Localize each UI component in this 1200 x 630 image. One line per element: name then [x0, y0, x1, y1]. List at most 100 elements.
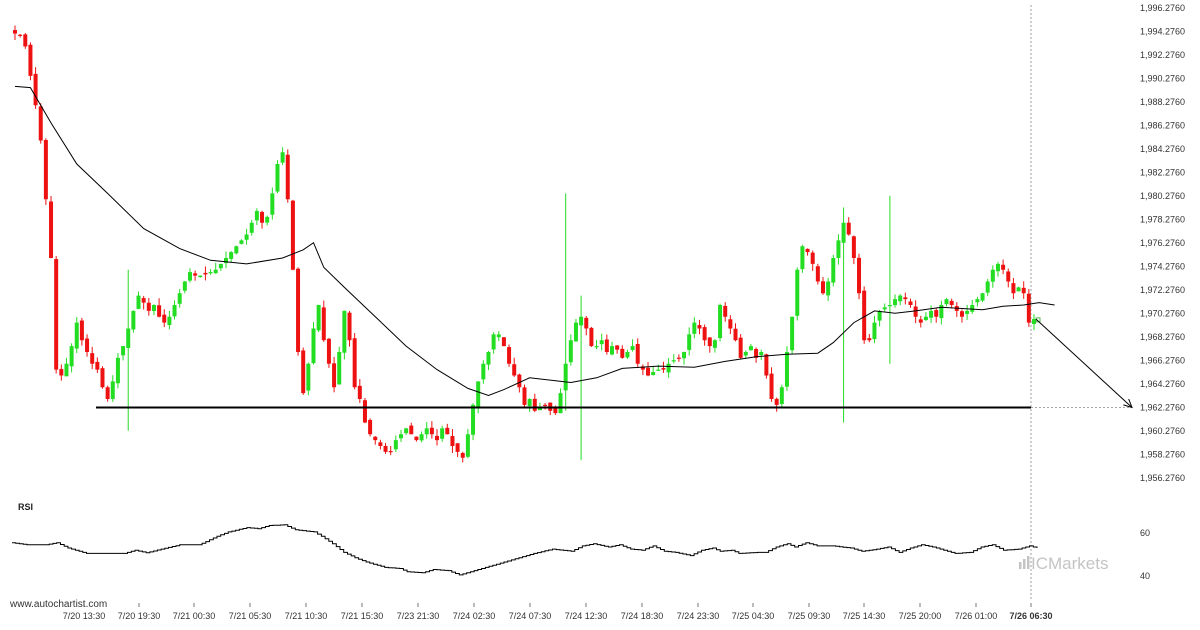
candle-body: [357, 385, 362, 399]
candle-body: [43, 139, 48, 200]
time-tick-label: 7/24 18:30: [621, 611, 664, 621]
candle-body: [213, 269, 218, 274]
brand-logo-bar: [1019, 562, 1022, 569]
candle-body: [820, 281, 825, 294]
candle-body: [424, 428, 429, 435]
watermark-text: www.autochartist.com: [9, 599, 107, 610]
candle-body: [517, 374, 522, 388]
candle-body: [939, 304, 944, 319]
price-tick-label: 1,956.2760: [1140, 473, 1185, 483]
candle-body: [748, 346, 753, 351]
candle-body: [74, 322, 79, 349]
candle-body: [609, 346, 614, 355]
time-tick-label: 7/25 20:00: [899, 611, 942, 621]
candle-body: [553, 408, 558, 414]
candle-body: [831, 257, 836, 283]
candle-body: [260, 211, 265, 223]
candle-body: [625, 351, 630, 358]
time-tick-label: 7/24 07:30: [509, 611, 552, 621]
candle-body: [815, 266, 820, 282]
candle-body: [980, 293, 985, 301]
candle-body: [568, 340, 573, 363]
candle-body: [151, 304, 156, 312]
price-tick-label: 1,996.2760: [1140, 3, 1185, 13]
candle-body: [893, 299, 898, 306]
candle-body: [136, 295, 141, 309]
candle-body: [944, 299, 949, 305]
candle-body: [573, 322, 578, 342]
candle-body: [49, 201, 54, 258]
candle-body: [79, 320, 84, 341]
candle-body: [115, 357, 120, 384]
candle-body: [728, 319, 733, 329]
candle-body: [162, 314, 167, 323]
candle-body: [23, 34, 28, 47]
candle-body: [373, 436, 378, 441]
time-tick-label: 7/25 09:30: [788, 611, 831, 621]
candle-body: [975, 299, 980, 303]
candle-body: [481, 363, 486, 380]
candle-body: [764, 354, 769, 376]
time-tick-label: 7/24 12:30: [565, 611, 608, 621]
candle-body: [105, 387, 110, 399]
candle-body: [620, 348, 625, 358]
price-tick-label: 1,960.2760: [1140, 426, 1185, 436]
candle-body: [836, 240, 841, 259]
candle-body: [13, 30, 17, 34]
candle-body: [265, 216, 270, 223]
candle-body: [774, 398, 779, 405]
rsi-label: RSI: [18, 502, 33, 512]
price-tick-label: 1,970.2760: [1140, 309, 1185, 319]
candle-body: [656, 369, 661, 371]
candle-body: [908, 301, 913, 305]
candle-body: [337, 351, 342, 385]
candle-body: [887, 304, 892, 307]
candle-body: [393, 440, 398, 450]
candle-body: [918, 319, 923, 323]
price-tick-label: 1,968.2760: [1140, 332, 1185, 342]
candle-body: [666, 363, 671, 373]
candle-body: [867, 338, 872, 341]
time-tick-label: 7/21 00:30: [173, 611, 216, 621]
price-tick-label: 1,966.2760: [1140, 356, 1185, 366]
price-tick-label: 1,990.2760: [1140, 74, 1185, 84]
candle-body: [1016, 287, 1021, 292]
candle-body: [290, 200, 295, 270]
candle-body: [95, 361, 100, 370]
candle-body: [100, 368, 105, 388]
candle-body: [244, 234, 249, 240]
candle-body: [532, 398, 537, 411]
rsi-tick-label: 60: [1140, 528, 1150, 538]
candle-body: [234, 246, 239, 254]
candle-body: [512, 364, 517, 376]
candle-body: [733, 328, 738, 341]
candle-body: [1011, 283, 1016, 294]
time-tick-label: 7/20 13:30: [63, 611, 106, 621]
candle-body: [414, 436, 419, 441]
candle-body: [326, 338, 331, 364]
candle-body: [630, 346, 635, 350]
candle-body: [676, 357, 681, 359]
candle-body: [959, 311, 964, 317]
candle-body: [857, 257, 862, 294]
candle-body: [249, 222, 254, 233]
candle-body: [141, 298, 146, 303]
candle-body: [671, 360, 676, 362]
candle-body: [18, 34, 23, 36]
candle-body: [543, 404, 548, 407]
candle-body: [208, 272, 213, 274]
time-tick-label: 7/24 23:30: [677, 611, 720, 621]
candle-body: [254, 210, 259, 221]
time-tick-label: 7/21 05:30: [229, 611, 272, 621]
candle-body: [419, 434, 424, 441]
candle-body: [970, 304, 975, 312]
time-tick-label: 7/26 06:30: [1009, 611, 1052, 621]
candle-body: [790, 316, 795, 351]
candle-body: [882, 307, 887, 310]
time-tick-label: 7/25 14:30: [843, 611, 886, 621]
candle-body: [589, 327, 594, 347]
price-tick-label: 1,984.2760: [1140, 144, 1185, 154]
candle-body: [404, 428, 409, 434]
